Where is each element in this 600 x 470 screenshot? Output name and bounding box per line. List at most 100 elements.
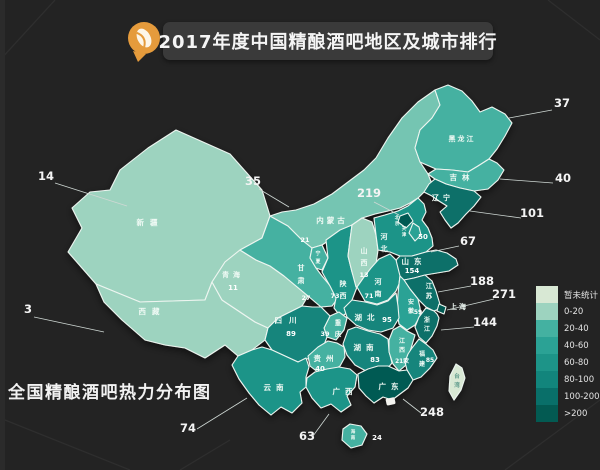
legend-swatch bbox=[536, 405, 558, 422]
callout-line-xinjiang bbox=[54, 182, 128, 207]
callout-value-yunnan: 74 bbox=[180, 421, 196, 435]
callout-line-xizang bbox=[33, 316, 105, 333]
legend-item: 40-60 bbox=[536, 337, 600, 354]
label-tianjin: 天津 bbox=[402, 225, 407, 238]
region-guangdong bbox=[357, 365, 414, 404]
region-ningxia bbox=[309, 244, 329, 271]
callout-value-jiangsu: 188 bbox=[470, 274, 494, 288]
legend-label: 80-100 bbox=[564, 374, 595, 385]
value-qinghai: 11 bbox=[228, 284, 238, 292]
legend-swatch bbox=[536, 286, 558, 303]
callout-line-guangxi bbox=[312, 413, 330, 437]
legend-item: 60-80 bbox=[536, 354, 600, 371]
label-xinjiang: 新疆 bbox=[137, 217, 164, 227]
label-shanghai: 上海 bbox=[450, 302, 468, 311]
legend-label: 0-20 bbox=[564, 306, 584, 317]
callout-line-shanghai bbox=[446, 298, 495, 311]
value-gansu: 27 bbox=[301, 294, 310, 302]
value-guizhou: 40 bbox=[315, 365, 325, 373]
region-guizhou bbox=[307, 340, 346, 374]
legend-label: 60-80 bbox=[564, 357, 589, 368]
callout-value-beijing: 219 bbox=[357, 186, 381, 200]
left-edge-band bbox=[0, 0, 5, 470]
label-xizang: 西藏 bbox=[139, 306, 166, 316]
region-zhejiang bbox=[414, 307, 440, 344]
region-hubei bbox=[343, 292, 400, 333]
value-hainan: 24 bbox=[372, 434, 382, 442]
label-shandong: 山东 bbox=[402, 256, 427, 266]
legend-swatch bbox=[536, 388, 558, 405]
label-zhejiang: 浙江 bbox=[424, 316, 430, 333]
callout-line-zhejiang bbox=[440, 326, 475, 331]
callout-line-beijing bbox=[373, 201, 400, 216]
region-hainan bbox=[341, 423, 368, 449]
callout-value-guangdong: 248 bbox=[420, 405, 444, 419]
region-henan bbox=[356, 253, 401, 305]
region-tianjin bbox=[408, 222, 422, 242]
label-liaoning: 辽宁 bbox=[432, 193, 454, 202]
region-anhui bbox=[396, 275, 421, 331]
value-tianjin: 50 bbox=[418, 233, 428, 241]
callout-value-heilongjiang: 37 bbox=[554, 96, 570, 110]
legend-label: 20-40 bbox=[564, 323, 589, 334]
value-shanxi: 13 bbox=[359, 271, 368, 279]
callout-line-jilin bbox=[499, 178, 554, 184]
legend-swatch bbox=[536, 371, 558, 388]
callout-value-liaoning: 101 bbox=[520, 206, 544, 220]
label-henan: 河南 bbox=[375, 277, 382, 298]
callout-value-shanghai: 271 bbox=[492, 287, 516, 301]
callout-value-zhejiang: 144 bbox=[473, 315, 497, 329]
callout-line-hebei bbox=[430, 245, 460, 253]
label-ningxia: 宁夏 bbox=[314, 250, 321, 265]
value-shaanxi: 73 bbox=[330, 292, 339, 300]
legend-swatch bbox=[536, 303, 558, 320]
hongkong-marker bbox=[385, 397, 396, 406]
label-hunan: 湖南 bbox=[354, 342, 379, 352]
label-guangdong: 广东 bbox=[379, 381, 404, 391]
value-ningxia: 21 bbox=[300, 236, 310, 244]
value-henan: 71 bbox=[364, 292, 374, 300]
region-fujian bbox=[404, 338, 438, 381]
value-jiangxi: 21家 bbox=[395, 357, 409, 365]
title-banner: 2017年度中国精酿酒吧地区及城市排行 bbox=[128, 22, 497, 62]
label-taiwan: 台湾 bbox=[454, 372, 460, 389]
legend-label: 暂未统计 bbox=[564, 290, 599, 301]
callout-line-jiangsu bbox=[437, 285, 472, 293]
label-qinghai: 青海 bbox=[222, 270, 244, 279]
page-title: 2017年度中国精酿酒吧地区及城市排行 bbox=[158, 32, 498, 53]
legend-item: 80-100 bbox=[536, 371, 600, 388]
label-hainan: 海南 bbox=[351, 428, 356, 441]
label-neimenggu: 内蒙古 bbox=[316, 215, 348, 225]
callout-value-xizang: 3 bbox=[24, 302, 32, 316]
value-chongqing: 39 bbox=[320, 330, 330, 338]
map-caption: 全国精酿酒吧热力分布图 bbox=[8, 383, 212, 403]
label-jiangsu: 江苏 bbox=[426, 281, 433, 300]
callout-value-jilin: 40 bbox=[555, 171, 571, 185]
legend-item: 0-20 bbox=[536, 303, 600, 320]
label-guangxi: 广西 bbox=[333, 386, 358, 396]
label-anhui: 安徽 bbox=[407, 298, 415, 315]
legend-item: 暂未统计 bbox=[536, 286, 600, 303]
label-chongqing: 重庆 bbox=[334, 318, 342, 338]
legend-label: 100-200 bbox=[564, 391, 600, 402]
legend-item: >200 bbox=[536, 405, 600, 422]
value-shandong: 154 bbox=[405, 267, 420, 275]
label-heilongjiang: 黑龙江 bbox=[449, 134, 476, 143]
legend-swatch bbox=[536, 337, 558, 354]
value-hubei: 95 bbox=[382, 316, 392, 324]
legend-swatch bbox=[536, 354, 558, 371]
callout-line-guangdong bbox=[402, 398, 422, 414]
region-yunnan bbox=[231, 346, 310, 416]
label-gansu: 甘肃 bbox=[298, 263, 305, 285]
callout-line-liaoning bbox=[469, 210, 522, 219]
value-anhui: 59 bbox=[414, 309, 422, 316]
legend-label: >200 bbox=[564, 408, 588, 419]
callout-line-heilongjiang bbox=[508, 109, 553, 119]
label-guizhou: 贵州 bbox=[314, 353, 339, 363]
legend-label: 40-60 bbox=[564, 340, 589, 351]
legend-swatch bbox=[536, 320, 558, 337]
legend-item: 100-200 bbox=[536, 388, 600, 405]
